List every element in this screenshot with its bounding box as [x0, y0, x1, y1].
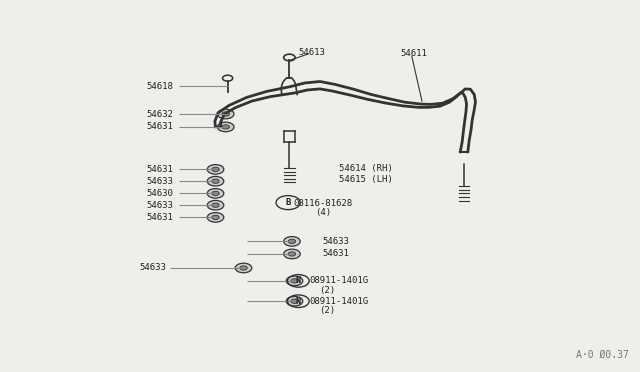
Text: 54633: 54633	[139, 263, 166, 272]
Text: A·0 Ø0.37: A·0 Ø0.37	[576, 350, 629, 359]
Circle shape	[207, 212, 224, 222]
Text: 54633: 54633	[322, 237, 349, 246]
Circle shape	[286, 276, 303, 286]
Circle shape	[284, 249, 300, 259]
Circle shape	[207, 189, 224, 198]
Circle shape	[218, 109, 234, 119]
Circle shape	[212, 191, 220, 196]
Text: 54633: 54633	[147, 201, 173, 210]
Text: 54611: 54611	[401, 49, 428, 58]
Text: 08116-81628: 08116-81628	[293, 199, 353, 208]
Circle shape	[218, 122, 234, 132]
Circle shape	[212, 167, 220, 171]
Text: 54631: 54631	[322, 250, 349, 259]
Circle shape	[207, 164, 224, 174]
Text: 54618: 54618	[147, 82, 173, 91]
Text: (2): (2)	[319, 306, 335, 315]
Text: 54631: 54631	[147, 213, 173, 222]
Circle shape	[288, 239, 296, 244]
Text: 54631: 54631	[147, 122, 173, 131]
Text: 54615 (LH): 54615 (LH)	[339, 175, 393, 184]
Circle shape	[288, 252, 296, 256]
Text: N: N	[296, 297, 301, 306]
Circle shape	[286, 296, 303, 306]
Circle shape	[207, 201, 224, 210]
Text: 08911-1401G: 08911-1401G	[310, 276, 369, 285]
Circle shape	[291, 279, 298, 283]
Text: 54632: 54632	[147, 109, 173, 119]
Circle shape	[212, 215, 220, 219]
Text: 54631: 54631	[147, 165, 173, 174]
Circle shape	[291, 299, 298, 303]
Text: N: N	[296, 276, 301, 285]
Text: 54614 (RH): 54614 (RH)	[339, 164, 393, 173]
Circle shape	[222, 112, 229, 116]
Circle shape	[240, 266, 247, 270]
Text: 54630: 54630	[147, 189, 173, 198]
Circle shape	[236, 263, 252, 273]
Circle shape	[212, 203, 220, 207]
Text: (4): (4)	[316, 208, 332, 217]
Text: 54633: 54633	[147, 177, 173, 186]
Text: B: B	[285, 198, 291, 207]
Circle shape	[284, 237, 300, 246]
Text: 54613: 54613	[298, 48, 325, 57]
Circle shape	[212, 179, 220, 183]
Circle shape	[207, 176, 224, 186]
Circle shape	[222, 125, 229, 129]
Text: (2): (2)	[319, 286, 335, 295]
Text: 08911-1401G: 08911-1401G	[310, 297, 369, 306]
